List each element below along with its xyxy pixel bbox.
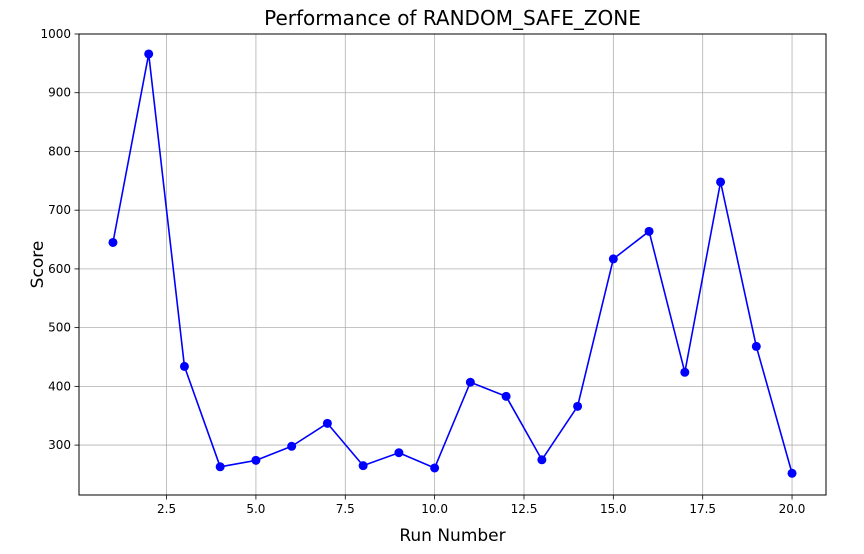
plot-frame xyxy=(78,33,827,496)
x-tick-label: 12.5 xyxy=(511,502,538,516)
axis-ticks: 2.5 5.0 7.5 10.0 12.5 15.0 17.5 20.0 300 400 500 60… xyxy=(40,27,805,516)
data-point xyxy=(394,448,404,458)
chart-title: Performance of RANDOM_SAFE_ZONE xyxy=(264,6,641,30)
x-tick-label: 5.0 xyxy=(246,502,265,516)
y-tick-label: 800 xyxy=(48,144,71,158)
data-point xyxy=(215,462,225,472)
data-point xyxy=(573,401,583,411)
data-point xyxy=(644,226,654,236)
y-axis-label: Score xyxy=(28,241,48,289)
x-tick-label: 17.5 xyxy=(689,502,716,516)
grid-lines xyxy=(79,33,826,495)
x-tick-label: 10.0 xyxy=(421,502,448,516)
x-axis-label: Run Number xyxy=(399,526,505,546)
y-tick-label: 500 xyxy=(48,321,71,335)
data-point xyxy=(108,237,118,247)
data-point xyxy=(751,341,761,351)
data-point xyxy=(716,177,726,187)
y-tick-label: 600 xyxy=(48,262,71,276)
data-point xyxy=(358,461,368,471)
data-point xyxy=(251,455,261,465)
data-point xyxy=(430,463,440,473)
y-tick-label: 700 xyxy=(48,203,71,217)
x-tick-label: 2.5 xyxy=(157,502,176,516)
data-point xyxy=(144,49,154,59)
data-point xyxy=(537,455,547,465)
y-tick-label: 400 xyxy=(48,379,71,393)
x-tick-label: 20.0 xyxy=(779,502,806,516)
data-point xyxy=(287,441,297,451)
data-point xyxy=(501,391,511,401)
y-tick-label: 900 xyxy=(48,86,71,100)
data-point xyxy=(179,361,189,371)
x-tick-label: 7.5 xyxy=(336,502,355,516)
series-line xyxy=(112,53,793,474)
data-series xyxy=(108,49,797,478)
data-point xyxy=(322,418,332,428)
data-point xyxy=(465,377,475,387)
data-point xyxy=(787,468,797,478)
y-tick-label: 1000 xyxy=(40,27,71,41)
data-point xyxy=(608,254,618,264)
data-point xyxy=(680,367,690,377)
y-tick-label: 300 xyxy=(48,438,71,452)
x-tick-label: 15.0 xyxy=(600,502,627,516)
